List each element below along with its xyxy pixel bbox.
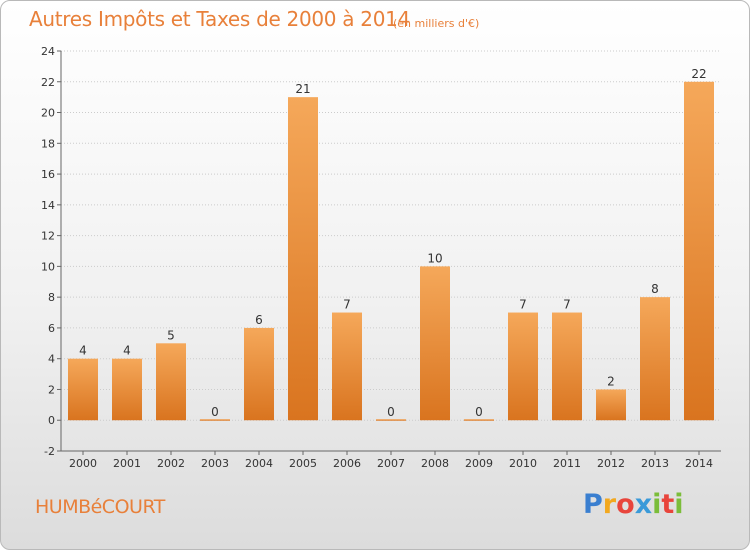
value-label: 6 <box>255 313 263 327</box>
commune-name: HUMBéCOURT <box>35 496 165 518</box>
bar-2008 <box>420 266 450 421</box>
value-label: 4 <box>123 344 131 358</box>
y-tick-label: 14 <box>41 199 55 212</box>
bar-2004 <box>244 327 274 421</box>
value-label: 0 <box>475 405 483 419</box>
bar-2012 <box>596 389 626 421</box>
bar-2007 <box>376 419 406 421</box>
value-label: 0 <box>211 405 219 419</box>
bar-2005 <box>288 97 318 421</box>
logo-letter: t <box>661 489 675 520</box>
x-tick-label: 2000 <box>69 457 97 470</box>
y-tick-label: 2 <box>48 383 55 396</box>
logo-letter: P <box>583 489 603 520</box>
y-tick-label: 12 <box>41 230 55 243</box>
proxiti-logo: Proxiti <box>583 489 684 520</box>
value-label: 7 <box>343 298 351 312</box>
value-label: 22 <box>691 67 706 81</box>
x-tick-label: 2009 <box>465 457 493 470</box>
bars <box>68 81 714 421</box>
value-label: 4 <box>79 344 87 358</box>
x-tick-label: 2006 <box>333 457 361 470</box>
bar-2001 <box>112 358 142 421</box>
x-tick-label: 2014 <box>685 457 713 470</box>
value-labels: 4 4 5 0 6 21 7 0 10 0 7 7 2 8 22 <box>79 67 706 419</box>
value-label: 7 <box>519 298 527 312</box>
x-tick-label: 2012 <box>597 457 625 470</box>
x-tick-label: 2004 <box>245 457 273 470</box>
value-label: 7 <box>563 298 571 312</box>
y-tick-label: 0 <box>48 414 55 427</box>
x-tick-label: 2010 <box>509 457 537 470</box>
y-tick-label: 22 <box>41 76 55 89</box>
value-label: 21 <box>295 82 310 96</box>
bar-2006 <box>332 312 362 421</box>
chart-title: Autres Impôts et Taxes de 2000 à 2014 <box>29 7 410 31</box>
logo-letter: i <box>652 489 662 520</box>
y-tick-label: 4 <box>48 353 55 366</box>
y-tick-label: 8 <box>48 291 55 304</box>
logo-letter: x <box>634 489 653 520</box>
unit-note: (en milliers d'€) <box>393 17 480 30</box>
x-tick-label: 2002 <box>157 457 185 470</box>
y-tick-label: 20 <box>41 107 55 120</box>
x-tick-label: 2011 <box>553 457 581 470</box>
x-tick-label: 2005 <box>289 457 317 470</box>
value-label: 8 <box>651 282 659 296</box>
bar-2009 <box>464 419 494 421</box>
y-tick-label: 6 <box>48 322 55 335</box>
x-tick-label: 2001 <box>113 457 141 470</box>
bar-2002 <box>156 343 186 421</box>
bar-2013 <box>640 297 670 421</box>
x-tick-label: 2007 <box>377 457 405 470</box>
bar-2010 <box>508 312 538 421</box>
x-tick-label: 2008 <box>421 457 449 470</box>
value-label: 5 <box>167 328 175 342</box>
y-tick-label: -2 <box>44 445 55 458</box>
x-tick-label: 2013 <box>641 457 669 470</box>
logo-letter: r <box>602 489 617 520</box>
bar-2000 <box>68 358 98 421</box>
value-label: 10 <box>427 251 442 265</box>
logo-letter: o <box>616 489 635 520</box>
bar-2014 <box>684 81 714 421</box>
bar-2003 <box>200 419 230 421</box>
y-tick-label: 10 <box>41 260 55 273</box>
value-label: 2 <box>607 374 615 388</box>
bar-2011 <box>552 312 582 421</box>
value-label: 0 <box>387 405 395 419</box>
logo-letter: i <box>674 489 684 520</box>
x-tick-label: 2003 <box>201 457 229 470</box>
y-tick-label: 24 <box>41 45 55 58</box>
y-tick-label: 16 <box>41 168 55 181</box>
y-tick-label: 18 <box>41 137 55 150</box>
